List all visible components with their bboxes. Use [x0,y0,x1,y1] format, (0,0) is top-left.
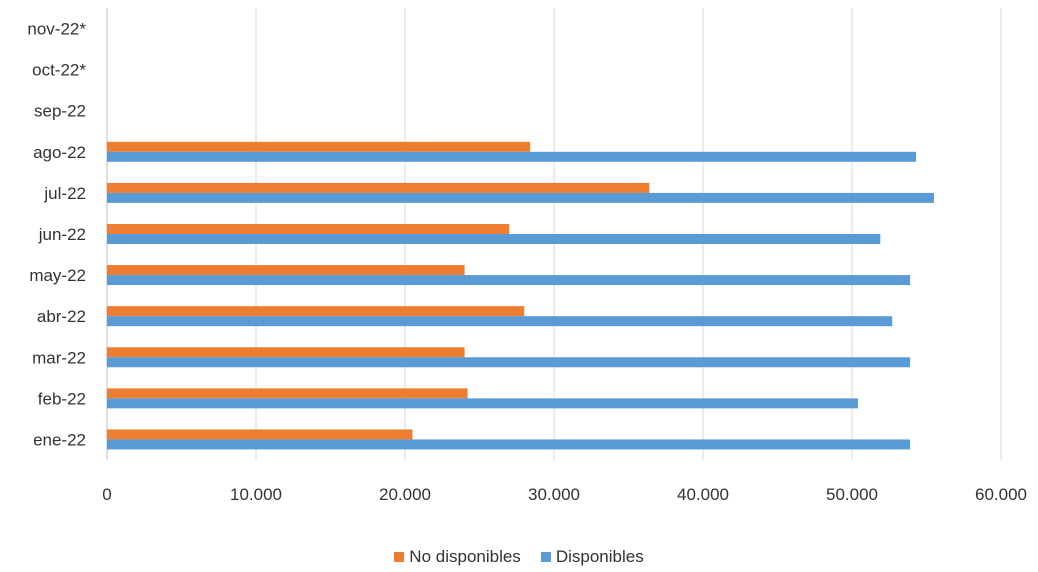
x-tick-label: 30.000 [528,485,580,504]
category-label: jul-22 [43,184,86,203]
x-tick-label: 40.000 [677,485,729,504]
x-tick-label: 20.000 [379,485,431,504]
bar-disponibles [107,439,911,450]
bar-disponibles [107,192,934,203]
category-label: mar-22 [32,348,86,367]
bars [107,141,934,450]
category-label: ene-22 [33,430,86,449]
bar-no-disponibles [107,182,650,193]
bar-disponibles [107,234,881,244]
x-tick-label: 60.000 [975,485,1027,504]
category-label: jun-22 [38,225,86,244]
category-label: abr-22 [37,307,86,326]
category-label: may-22 [29,266,86,285]
legend-swatch-no-disponibles [394,552,405,562]
legend-label-no-disponibles: No disponibles [409,547,521,566]
bar-disponibles [107,151,917,162]
bar-disponibles [107,275,911,286]
bar-disponibles [107,357,911,368]
bar-no-disponibles [107,265,465,276]
category-label: feb-22 [38,389,86,408]
legend-swatch-disponibles [540,552,551,562]
legend-item-no-disponibles: No disponibles [394,547,521,567]
category-labels: ene-22 feb-22 mar-22 abr-22 may-22 jun-22 jul-… [27,20,86,450]
bar-no-disponibles [107,347,465,358]
legend-label-disponibles: Disponibles [555,547,644,566]
x-tick-label: 0 [102,485,111,504]
legend: No disponibles Disponibles [0,547,1038,567]
bar-no-disponibles [107,224,510,234]
bar-no-disponibles [107,306,525,317]
category-label: oct-22* [32,61,86,80]
category-label: ago-22 [33,143,86,162]
x-tick-label: 50.000 [826,485,878,504]
x-tick-label: 10.000 [230,485,282,504]
bar-no-disponibles [107,141,531,152]
legend-item-disponibles: Disponibles [540,547,644,567]
bar-no-disponibles [107,388,468,399]
x-tick-labels: 0 10.000 20.000 30.000 40.000 50.000 60.000 [102,485,1027,504]
category-label: nov-22* [27,20,86,39]
bar-disponibles [107,398,858,409]
bar-disponibles [107,316,893,327]
bar-no-disponibles [107,429,413,440]
category-label: sep-22 [34,102,86,121]
